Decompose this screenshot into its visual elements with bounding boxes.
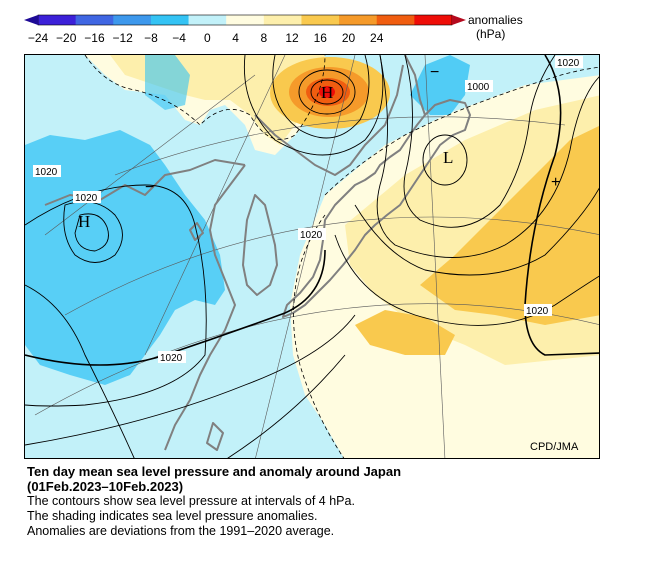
- colorbar-bin: [38, 15, 77, 25]
- colorbar-tick-label: −4: [172, 31, 186, 45]
- isobar-label: 1020: [526, 306, 549, 317]
- colorbar-tick-label: 0: [204, 31, 211, 45]
- colorbar-bin: [113, 15, 152, 25]
- caption-line-contours: The contours show sea level pressure at …: [27, 494, 355, 508]
- anomaly-colorbar: −24 −20 −16 −12 −8 −4 0 4 8 12 16 20 24 anomalies (h…: [24, 13, 523, 45]
- colorbar-bins: [37, 14, 453, 26]
- isobar-label: 1020: [557, 58, 580, 69]
- colorbar-tick-label: −12: [113, 31, 134, 45]
- isobars: [25, 55, 599, 458]
- japan-coastline: [282, 99, 471, 318]
- low-pressure-center: L: [443, 148, 453, 167]
- colorbar-bin: [226, 15, 265, 25]
- china-coastline: [164, 164, 246, 451]
- colorbar-bin: [263, 15, 302, 25]
- legend-title: anomalies: [468, 13, 523, 27]
- colorbar-tick-label: −20: [56, 31, 77, 45]
- positive-anomaly-orange-south: [355, 310, 455, 355]
- caption-line-average: Anomalies are deviations from the 1991–2…: [27, 524, 335, 538]
- isobar-label: 1000: [467, 82, 490, 93]
- positive-anomaly-marker: +: [551, 174, 560, 191]
- coastlines: [44, 55, 471, 451]
- pressure-anomaly-map: 1020 1000 1020 1020 1020 1020 1020 H H L…: [24, 54, 600, 459]
- legend-unit: (hPa): [476, 27, 505, 41]
- caption-line-shading: The shading indicates sea level pressure…: [27, 509, 318, 523]
- high-anomaly-core: [319, 86, 335, 98]
- isobar-labels: 1020 1000 1020 1020 1020 1020 1020: [33, 56, 583, 364]
- isobar-1020-south: [25, 249, 326, 366]
- korea-coastline: [242, 194, 278, 296]
- colorbar-tick-label: 24: [370, 31, 384, 45]
- negative-anomaly-north: [145, 55, 190, 110]
- taiwan-coastline: [206, 422, 224, 451]
- colorbar-bin: [75, 15, 114, 25]
- colorbar-bin: [188, 15, 227, 25]
- colorbar-high-arrow: [452, 15, 466, 25]
- caption-title: Ten day mean sea level pressure and anom…: [27, 464, 402, 479]
- colorbar-low-arrow: [24, 15, 38, 25]
- anomaly-centers: − − +: [145, 64, 560, 196]
- isobar-label: 1020: [160, 353, 183, 364]
- caption-period: (01Feb.2023–10Feb.2023): [27, 479, 184, 494]
- colorbar-bin: [376, 15, 415, 25]
- isobar-1020-east: [524, 55, 599, 356]
- colorbar-tick-label: −24: [28, 31, 49, 45]
- colorbar-tick-labels: −24 −20 −16 −12 −8 −4 0 4 8 12 16 20 24: [28, 31, 384, 45]
- high-pressure-center: H: [321, 83, 333, 102]
- colorbar-tick-label: 12: [285, 31, 299, 45]
- negative-anomaly-marker: −: [430, 64, 439, 81]
- colorbar-bin: [414, 15, 453, 25]
- figure-caption: Ten day mean sea level pressure and anom…: [27, 464, 617, 539]
- isobar-label: 1020: [35, 167, 58, 178]
- colorbar-tick-label: 8: [260, 31, 267, 45]
- sakhalin-coastline: [404, 55, 426, 116]
- credit-label: CPD/JMA: [530, 441, 579, 453]
- colorbar-tick-label: −16: [84, 31, 105, 45]
- colorbar-tick-label: 20: [342, 31, 356, 45]
- negative-anomaly-marker: −: [145, 179, 154, 196]
- pressure-centers: H H L: [78, 83, 453, 231]
- colorbar-bin: [301, 15, 340, 25]
- isobar-label: 1020: [300, 230, 323, 241]
- isobar-label: 1020: [75, 193, 98, 204]
- anomaly-zero-contours: [84, 55, 599, 458]
- colorbar-bin: [150, 15, 190, 25]
- colorbar-tick-label: −8: [144, 31, 158, 45]
- colorbar-bin: [339, 15, 378, 25]
- russia-coastline: [254, 64, 404, 176]
- colorbar-tick-label: 16: [314, 31, 328, 45]
- colorbar-tick-label: 4: [232, 31, 239, 45]
- high-pressure-center: H: [78, 212, 90, 231]
